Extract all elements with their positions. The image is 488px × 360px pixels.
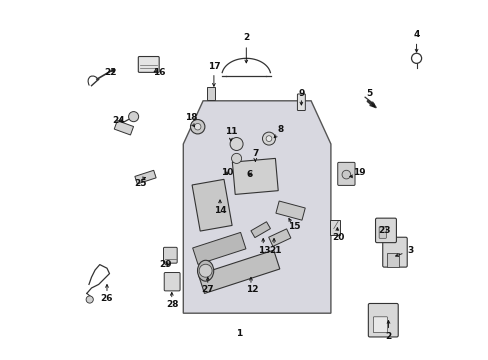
FancyBboxPatch shape (367, 303, 397, 337)
Text: 2: 2 (385, 332, 391, 341)
Polygon shape (192, 179, 232, 231)
Polygon shape (183, 101, 330, 313)
FancyBboxPatch shape (378, 227, 386, 238)
Text: 25: 25 (134, 179, 147, 188)
Text: 18: 18 (184, 112, 197, 122)
Text: 26: 26 (101, 294, 113, 303)
Circle shape (262, 132, 275, 145)
Polygon shape (329, 220, 340, 235)
Text: 9: 9 (298, 89, 304, 98)
Polygon shape (192, 233, 245, 264)
Text: 24: 24 (112, 116, 124, 125)
FancyBboxPatch shape (382, 237, 407, 267)
Circle shape (190, 120, 204, 134)
Circle shape (230, 138, 243, 150)
Text: 15: 15 (287, 222, 300, 231)
Circle shape (265, 136, 271, 141)
Polygon shape (207, 87, 215, 100)
Polygon shape (232, 158, 278, 194)
Polygon shape (268, 229, 290, 246)
Text: 29: 29 (159, 260, 171, 269)
FancyBboxPatch shape (138, 57, 159, 72)
Text: 21: 21 (268, 246, 281, 255)
Text: 4: 4 (412, 30, 419, 39)
Text: 7: 7 (252, 149, 258, 158)
Polygon shape (386, 253, 398, 267)
Text: 19: 19 (353, 168, 365, 177)
Text: 1: 1 (236, 328, 242, 338)
Text: 22: 22 (104, 68, 117, 77)
FancyBboxPatch shape (337, 162, 354, 185)
Polygon shape (114, 121, 133, 135)
Text: 3: 3 (406, 246, 412, 255)
Circle shape (231, 153, 241, 163)
FancyBboxPatch shape (164, 273, 180, 291)
Text: 17: 17 (207, 62, 220, 71)
Circle shape (342, 170, 350, 179)
Circle shape (86, 296, 93, 303)
Text: 23: 23 (377, 226, 389, 235)
Ellipse shape (197, 260, 213, 281)
FancyArrow shape (366, 100, 375, 108)
FancyBboxPatch shape (163, 247, 177, 263)
Text: 28: 28 (166, 300, 179, 309)
Polygon shape (250, 222, 270, 238)
Polygon shape (198, 250, 279, 293)
FancyBboxPatch shape (373, 317, 386, 333)
Text: 27: 27 (201, 285, 214, 294)
Text: 12: 12 (245, 285, 258, 294)
Text: 8: 8 (277, 125, 283, 134)
Circle shape (128, 112, 139, 122)
Text: 11: 11 (224, 127, 237, 136)
Text: 13: 13 (258, 246, 270, 255)
Text: 16: 16 (152, 68, 165, 77)
FancyBboxPatch shape (375, 218, 396, 243)
FancyBboxPatch shape (297, 94, 305, 111)
Polygon shape (135, 170, 156, 184)
Polygon shape (275, 201, 305, 220)
Text: 5: 5 (366, 89, 372, 98)
Text: 6: 6 (246, 170, 252, 179)
Text: 20: 20 (331, 233, 344, 242)
Circle shape (194, 123, 201, 130)
Text: 2: 2 (243, 33, 249, 42)
Text: 14: 14 (213, 206, 226, 215)
Circle shape (199, 264, 212, 277)
Text: 10: 10 (221, 168, 233, 177)
